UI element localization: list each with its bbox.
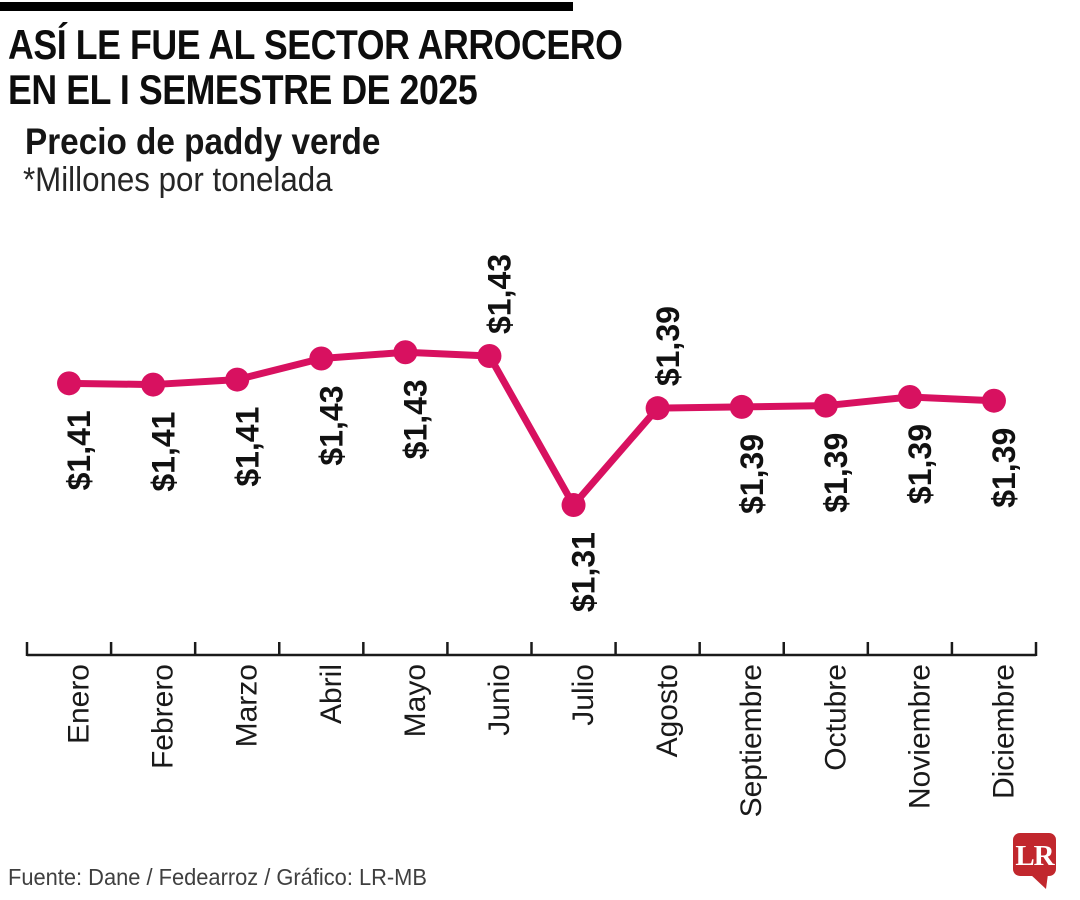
x-axis-label: Febrero bbox=[147, 664, 180, 769]
page-title-line2: EN EL I SEMESTRE DE 2025 bbox=[8, 66, 478, 113]
data-point-label: $1,41 bbox=[61, 410, 97, 490]
x-axis-label: Diciembre bbox=[987, 664, 1020, 799]
data-point bbox=[477, 344, 502, 368]
price-line bbox=[65, 348, 998, 509]
x-axis-label: Mayo bbox=[399, 664, 432, 737]
data-point bbox=[309, 346, 334, 371]
x-axis-label: Julio bbox=[567, 664, 600, 726]
data-point-label: $1,41 bbox=[229, 407, 265, 487]
lr-logo: LR bbox=[1012, 832, 1062, 892]
price-line-chart: Enero Febrero Marzo Abril Mayo Junio Julio Agos… bbox=[0, 240, 1080, 865]
unit-note: *Millones por tonelada bbox=[23, 161, 333, 199]
data-point bbox=[813, 393, 838, 418]
page-title-line1: ASÍ LE FUE AL SECTOR ARROCERO bbox=[8, 21, 623, 68]
x-axis-label: Octubre bbox=[819, 664, 852, 771]
data-point bbox=[57, 371, 82, 396]
data-point bbox=[645, 396, 670, 421]
x-axis-label: Junio bbox=[483, 664, 516, 736]
data-point-label: $1,41 bbox=[145, 412, 181, 492]
x-axis-label: Septiembre bbox=[735, 664, 768, 817]
data-point-label: $1,43 bbox=[482, 254, 518, 334]
data-point-label: $1,39 bbox=[986, 428, 1022, 508]
price-line-chart-svg: Enero Febrero Marzo Abril Mayo Junio Julio Agos… bbox=[25, 254, 1038, 817]
data-point bbox=[729, 394, 754, 419]
data-point bbox=[393, 340, 418, 365]
data-point-label: $1,39 bbox=[734, 434, 770, 514]
chart-subtitle: Precio de paddy verde bbox=[25, 121, 381, 162]
x-axis-label: Abril bbox=[315, 664, 348, 724]
data-point-label: $1,39 bbox=[818, 433, 854, 513]
data-point bbox=[141, 372, 166, 397]
data-point bbox=[225, 367, 250, 392]
top-accent-bar bbox=[0, 2, 573, 11]
data-point bbox=[561, 493, 586, 518]
data-point-label: $1,43 bbox=[398, 379, 434, 459]
source-credit: Fuente: Dane / Fedearroz / Gráfico: LR-M… bbox=[8, 864, 427, 890]
data-point bbox=[981, 388, 1006, 413]
page-title: ASÍ LE FUE AL SECTOR ARROCERO EN EL I SE… bbox=[8, 21, 623, 113]
lr-logo-icon: LR bbox=[1013, 833, 1057, 889]
data-point bbox=[897, 384, 922, 409]
x-axis-label: Marzo bbox=[231, 664, 264, 747]
data-point-label: $1,43 bbox=[313, 385, 349, 465]
x-axis-label: Noviembre bbox=[903, 664, 936, 809]
svg-text:LR: LR bbox=[1015, 840, 1055, 872]
x-axis-label: Enero bbox=[63, 664, 96, 744]
data-point-label: $1,39 bbox=[902, 424, 938, 504]
data-point-label: $1,31 bbox=[566, 532, 602, 612]
data-point-label: $1,39 bbox=[650, 306, 686, 386]
x-axis-label: Agosto bbox=[651, 664, 684, 757]
